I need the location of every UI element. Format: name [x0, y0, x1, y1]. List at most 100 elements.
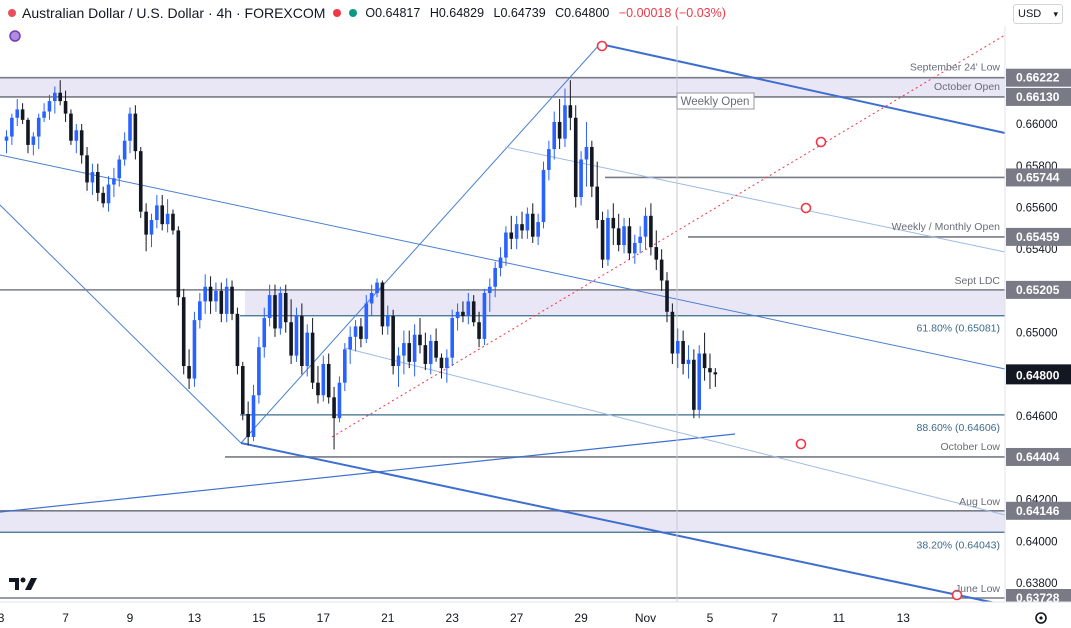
ohlc-readout: O0.64817 H0.64829 L0.64739 C0.64800 −0.0… — [365, 6, 731, 20]
candle-body — [283, 293, 288, 323]
price-tag — [1006, 227, 1071, 246]
trend-line — [344, 347, 1006, 516]
candle-body — [198, 301, 202, 321]
candle-body — [396, 355, 401, 367]
candle-body — [348, 336, 352, 350]
symbol-title[interactable]: Australian Dollar / U.S. Dollar · 4h · F… — [22, 5, 326, 21]
time-axis — [0, 602, 1071, 627]
candle-body — [418, 334, 422, 346]
candle-body — [42, 111, 46, 118]
candle-body — [595, 186, 599, 220]
time-tick-label: 11 — [833, 611, 846, 625]
candle-body — [10, 117, 14, 137]
alert-marker — [795, 438, 807, 450]
candle-body — [654, 247, 659, 260]
price-tick-label: 0.64000 — [1016, 536, 1058, 548]
candle-body — [106, 184, 111, 204]
candle-body — [353, 326, 358, 337]
time-tick-label: 27 — [510, 611, 524, 625]
price-tag-label: 0.64146 — [1016, 504, 1060, 518]
candle-body — [117, 159, 122, 179]
candle-body — [332, 397, 336, 419]
time-tick-label: 21 — [381, 611, 395, 625]
candle-body — [101, 192, 105, 204]
candle-body — [520, 224, 524, 231]
candle-body — [622, 226, 626, 246]
level-label: 88.60% (0.64606) — [917, 422, 1000, 434]
candle-body — [375, 282, 379, 294]
candle-body — [192, 320, 197, 379]
time-tick-label: 23 — [446, 611, 460, 625]
candle-body — [208, 286, 213, 302]
candle-body — [122, 140, 127, 160]
zone-band — [0, 77, 1005, 97]
candle-body — [530, 213, 535, 237]
candle-body — [525, 213, 530, 231]
time-tick-label: 13 — [188, 611, 202, 625]
candle-body — [514, 224, 519, 239]
candle-body — [659, 259, 664, 281]
flag-marker-icon[interactable] — [333, 9, 342, 17]
candle-body — [632, 242, 637, 254]
candle-body — [675, 340, 680, 354]
level-label: June Low — [955, 583, 1000, 595]
high-value: H0.64829 — [429, 6, 485, 20]
candle-body — [536, 222, 540, 237]
price-tick-label: 0.65400 — [1016, 244, 1058, 256]
candle-body — [450, 318, 455, 358]
candle-body — [498, 257, 503, 268]
candle-body — [326, 363, 331, 398]
candle-body — [552, 121, 557, 150]
price-tag-label: 0.66222 — [1016, 71, 1060, 85]
candle-body — [85, 155, 89, 183]
tradingview-logo[interactable] — [8, 576, 38, 597]
candle-body — [251, 395, 256, 437]
price-tick-label: 0.65000 — [1016, 328, 1058, 340]
candle-body — [611, 217, 616, 229]
price-tag — [1006, 68, 1071, 87]
candle-body — [181, 297, 186, 367]
candle-body — [79, 130, 84, 156]
candle-body — [616, 228, 621, 246]
price-tag-label: 0.65205 — [1016, 283, 1060, 297]
candle-body — [90, 172, 95, 183]
candle-body — [26, 119, 30, 145]
candle-body — [445, 357, 449, 369]
candle-body — [692, 359, 696, 410]
candle-body — [112, 178, 116, 185]
candle-body — [590, 146, 594, 187]
candle-body — [224, 286, 229, 314]
level-label: October Low — [940, 441, 1000, 453]
level-label: 38.20% (0.64043) — [917, 539, 1000, 551]
price-tag — [1006, 501, 1071, 520]
candle-body — [219, 290, 224, 314]
level-label: 61.80% (0.65081) — [917, 323, 1000, 335]
candle-body — [31, 136, 36, 145]
candle-body — [58, 92, 62, 102]
time-tick-label: 13 — [897, 611, 911, 625]
candle-body — [391, 315, 395, 367]
currency-select[interactable]: USD ▾ — [1013, 4, 1063, 24]
candle-body — [606, 217, 610, 260]
candle-body — [235, 313, 240, 367]
candle-body — [466, 301, 471, 316]
candle-body — [321, 363, 326, 396]
candle-body — [407, 343, 412, 362]
candle-body — [294, 315, 299, 356]
candle-body — [95, 172, 100, 193]
au-flag-icon — [8, 9, 16, 17]
price-tag — [1006, 447, 1071, 466]
price-tag — [1006, 168, 1071, 187]
annotation-text: Weekly Open — [681, 96, 750, 108]
candle-body — [439, 357, 444, 369]
candle-body — [471, 301, 476, 323]
close-value: C0.64800 — [555, 6, 610, 20]
candle-body — [385, 315, 390, 327]
candle-body — [4, 136, 9, 141]
candle-body — [504, 232, 508, 258]
time-tick-label: 29 — [574, 611, 588, 625]
level-label: October Open — [934, 81, 1000, 93]
gear-icon[interactable] — [1034, 611, 1048, 625]
candle-body — [74, 130, 79, 141]
